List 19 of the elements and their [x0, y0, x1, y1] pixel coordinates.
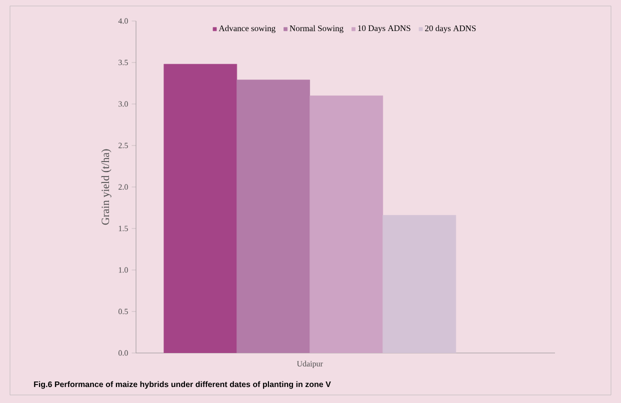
legend-label: Advance sowing — [218, 25, 276, 33]
y-tick-label: 3.0 — [118, 101, 128, 107]
bar — [382, 215, 456, 353]
legend-label: 10 Days ADNS — [358, 25, 410, 33]
y-tick-label: 3.5 — [118, 60, 128, 66]
y-tick-label: 0.0 — [118, 350, 128, 356]
y-tick-label: 1.5 — [118, 226, 128, 232]
y-tick-label: 2.5 — [118, 142, 128, 148]
y-tick-label: 4.0 — [118, 18, 128, 24]
y-tick-label: 0.5 — [118, 308, 128, 314]
caption: Fig.6 Performance of maize hybrids under different dates of planting in zone V — [34, 381, 331, 389]
legend-label: Normal Sowing — [290, 25, 344, 33]
bar — [310, 95, 384, 353]
y-axis-title: Grain yield (t/ha) — [101, 149, 112, 225]
y-tick-label: 1.0 — [118, 267, 128, 273]
bar — [236, 80, 310, 353]
x-tick-label: Udaipur — [296, 360, 323, 368]
y-tick-label: 2.0 — [118, 184, 128, 190]
legend-label: 20 days ADNS — [425, 25, 476, 33]
